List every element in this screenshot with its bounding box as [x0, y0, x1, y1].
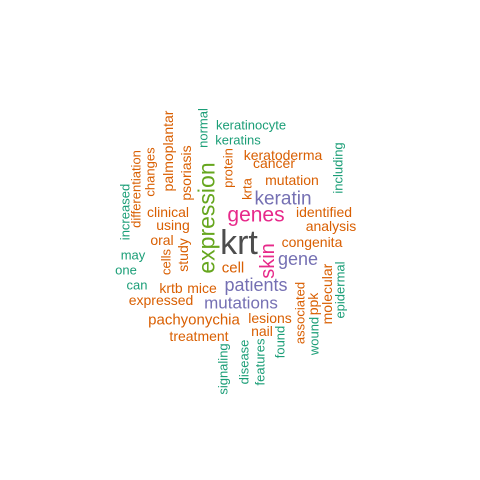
word-changes: changes	[142, 147, 158, 197]
word-features: features	[252, 338, 268, 386]
word-gene: gene	[277, 249, 319, 269]
word-study: study	[175, 238, 191, 272]
word-cancer: cancer	[252, 155, 296, 171]
word-oral: oral	[150, 232, 174, 248]
word-expressed: expressed	[128, 292, 194, 308]
word-congenita: congenita	[281, 234, 343, 250]
word-keratin: keratin	[254, 188, 312, 210]
word-patients: patients	[224, 275, 288, 295]
word-nail: nail	[251, 323, 273, 339]
word-palmoplantar: palmoplantar	[160, 110, 176, 192]
word-keratins: keratins	[215, 132, 261, 148]
word-ppk: ppk	[305, 292, 321, 316]
word-normal: normal	[195, 108, 211, 148]
word-using: using	[156, 217, 190, 233]
word-found: found	[272, 325, 288, 359]
word-mutations: mutations	[204, 293, 278, 313]
word-treatment: treatment	[169, 328, 229, 344]
word-expression: expression	[193, 162, 220, 274]
word-lesions: lesions	[248, 310, 292, 326]
word-pachyonychia: pachyonychia	[148, 311, 240, 329]
word-increased: increased	[117, 183, 133, 241]
word-identified: identified	[295, 204, 353, 220]
word-epidermal: epidermal	[332, 261, 348, 319]
word-clinical: clinical	[146, 204, 190, 220]
word-cells: cells	[158, 248, 174, 276]
word-may: may	[120, 247, 146, 263]
word-disease: disease	[236, 339, 252, 385]
word-krtb: krtb	[159, 280, 183, 296]
word-keratoderma: keratoderma	[243, 147, 323, 163]
word-mutation: mutation	[265, 172, 319, 188]
word-genes: genes	[227, 203, 285, 227]
word-krta: krta	[239, 178, 255, 200]
word-cell: cell	[221, 259, 245, 277]
word-can: can	[126, 277, 148, 293]
word-krt: krt	[220, 224, 258, 262]
word-signaling: signaling	[215, 343, 231, 395]
word-keratinocyte: keratinocyte	[215, 117, 287, 133]
word-analysis: analysis	[305, 218, 357, 234]
word-psoriasis: psoriasis	[178, 145, 194, 201]
word-wound: wound	[306, 316, 322, 356]
word-skin: skin	[257, 243, 279, 279]
word-protein: protein	[220, 148, 236, 188]
word-one: one	[115, 262, 137, 278]
word-including: including	[330, 142, 346, 194]
word-mice: mice	[187, 280, 217, 296]
